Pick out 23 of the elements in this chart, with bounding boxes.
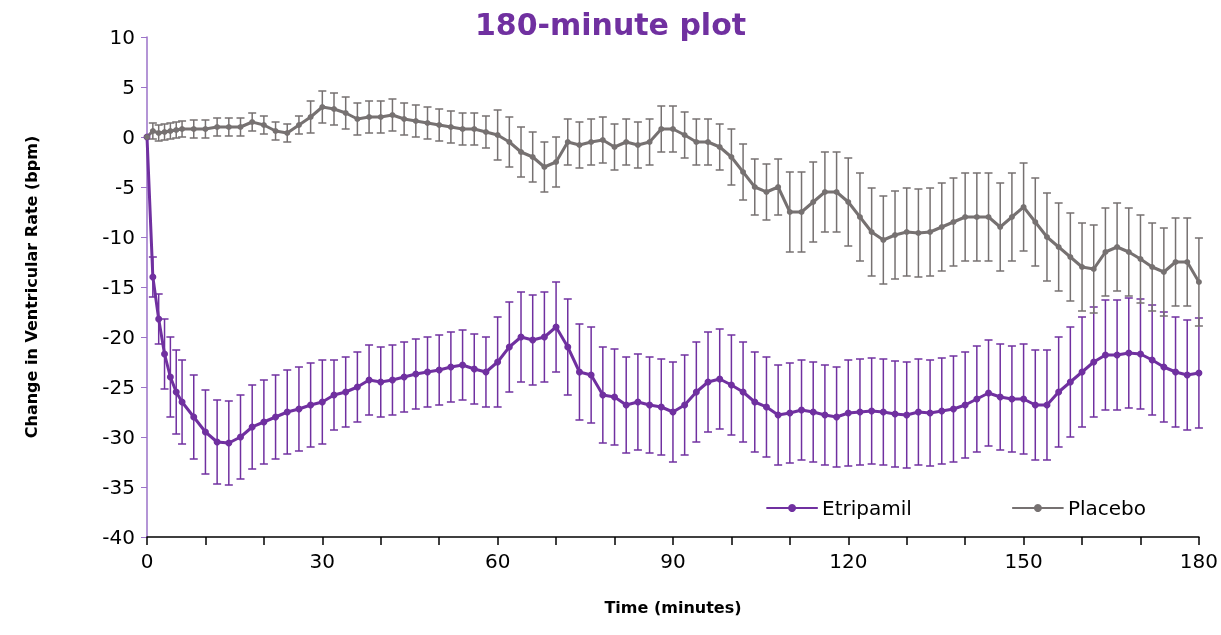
- legend-label: Placebo: [1067, 496, 1146, 520]
- y-tick-label: -10: [102, 225, 135, 249]
- y-tick-label: -30: [102, 425, 135, 449]
- x-tick-label: 180: [1179, 549, 1219, 573]
- y-tick-label: -20: [102, 325, 135, 349]
- y-tick-label: -15: [102, 275, 135, 299]
- x-axis-title: Time (minutes): [604, 597, 742, 617]
- y-tick-label: 5: [122, 75, 135, 99]
- x-tick-label: 120: [829, 549, 868, 573]
- x-tick-label: 150: [1004, 549, 1043, 573]
- y-tick-label: -25: [102, 375, 135, 399]
- y-tick-label: -5: [115, 175, 135, 199]
- x-tick-label: 30: [309, 549, 336, 573]
- y-tick-label: 10: [109, 25, 135, 49]
- y-tick-label: -40: [102, 525, 135, 549]
- y-tick-label: 0: [122, 125, 135, 149]
- x-tick-label: 0: [140, 549, 154, 573]
- legend-label: Etripamil: [822, 496, 912, 520]
- y-axis-title: Change in Ventricular Rate (bpm): [21, 135, 41, 439]
- x-tick-label: 60: [484, 549, 511, 573]
- y-tick-label: -35: [102, 475, 135, 499]
- chart-title: 180-minute plot: [474, 6, 747, 42]
- x-tick-label: 90: [660, 549, 686, 573]
